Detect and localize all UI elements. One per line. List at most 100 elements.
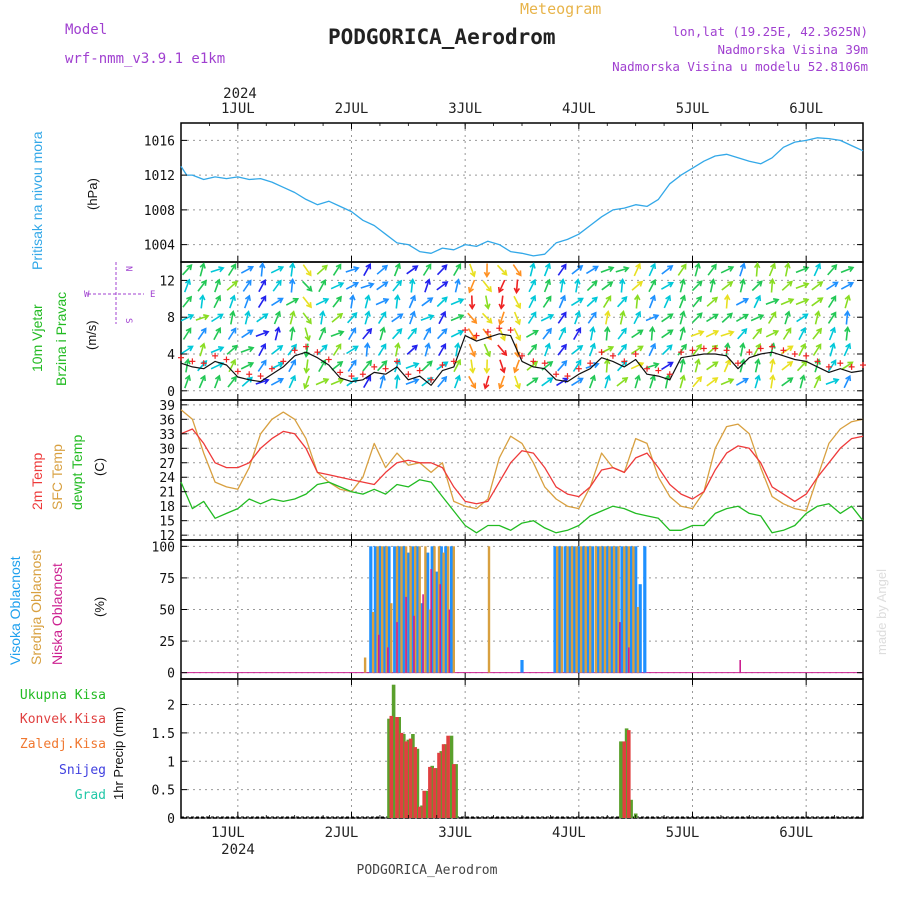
wind-arrow-head	[440, 343, 447, 350]
mid-cloud-bar	[442, 552, 445, 673]
wind-arrow	[631, 329, 643, 339]
wind-arrow-head	[530, 278, 537, 286]
wind-arrow-head	[337, 361, 344, 367]
wind-arrow-head	[575, 327, 582, 334]
mid-cloud-bar	[579, 546, 583, 673]
temp-unit: (C)	[92, 458, 107, 476]
wind-arrow	[255, 379, 269, 385]
y-tick-label: 25	[159, 635, 175, 650]
wind-arrow	[694, 359, 700, 373]
wind-arrow-head	[454, 374, 461, 381]
wind-arrow	[679, 359, 685, 373]
wind-arrow	[288, 375, 296, 389]
wind-arrow-head	[513, 287, 521, 295]
wind-arrow	[438, 311, 446, 325]
wind-arrow	[406, 345, 418, 355]
mid-cloud-bar	[575, 546, 578, 673]
x-tick-label-bottom: 5JUL	[666, 825, 700, 841]
wind-arrow	[364, 311, 370, 325]
wind-arrow-head	[607, 345, 615, 352]
conv-precip-bar	[422, 790, 426, 818]
low-cloud-bar	[430, 569, 432, 673]
mid-cloud-bar	[395, 546, 399, 673]
total-precip-bar	[434, 768, 439, 818]
mid-cloud-bar	[414, 546, 417, 673]
wind-arrow-head	[560, 263, 567, 270]
wind-arrow	[270, 378, 284, 386]
wind-arrow	[273, 311, 281, 325]
wind-arrow	[256, 313, 268, 323]
wind-arrow	[185, 359, 189, 373]
wind-arrow	[214, 279, 220, 293]
wind-arrow-head	[680, 263, 687, 270]
conv-precip-bar	[437, 752, 441, 818]
wind-arrow	[364, 295, 370, 309]
coords-label: lon,lat (19.25E, 42.3625N)	[672, 24, 868, 39]
wind-arrow-head	[769, 358, 776, 365]
wind-arrow	[260, 263, 264, 277]
wind-arrow-head	[454, 342, 461, 349]
wind-arrow-head	[739, 278, 746, 285]
wind-arrow	[827, 264, 837, 276]
wind-arrow-head	[814, 310, 821, 317]
wind-arrow-head	[696, 312, 703, 319]
mid-cloud-bar	[570, 546, 574, 673]
low-cloud-bar	[387, 647, 389, 673]
precip-ylabel: 1hr Precip (mm)	[111, 707, 126, 800]
wind-arrow	[270, 266, 284, 274]
wind-arrow-head	[696, 375, 703, 383]
wind-arrow	[811, 281, 823, 291]
wind-arrow-head	[622, 377, 629, 383]
wind-arrow	[498, 279, 506, 293]
wind-arrow	[257, 360, 267, 372]
wind-arrow	[332, 296, 342, 308]
wind-arrow-head	[739, 342, 746, 349]
wind-arrow-head	[200, 327, 207, 334]
wind-arrow-head	[847, 266, 855, 273]
mid-cloud-bar	[617, 546, 620, 673]
wind-arrow	[467, 312, 477, 324]
wind-arrow	[450, 314, 464, 322]
wind-arrow	[410, 279, 414, 293]
wind-arrow-head	[337, 281, 345, 288]
wind-arrow	[213, 327, 221, 341]
wind-arrow	[409, 311, 415, 325]
wind-arrow-head	[696, 280, 703, 287]
wind-arrow	[602, 295, 612, 309]
wind-arrow	[649, 375, 655, 389]
y-tick-label: 4	[167, 348, 175, 363]
wind-arrow	[513, 295, 521, 309]
total-precip-bar	[397, 717, 401, 818]
cloud-unit: (%)	[92, 597, 107, 617]
wind-arrow-head	[217, 346, 225, 352]
wind-arrow-head	[277, 297, 284, 304]
wind-arrow	[679, 279, 685, 293]
wind-arrow-head	[634, 374, 641, 381]
high-cloud-bar	[382, 546, 387, 673]
pressure-ylabel: Pritisak na nivou mora	[29, 131, 45, 270]
wind-arrow	[210, 362, 224, 370]
wind-arrow-head	[815, 343, 822, 350]
mid-cloud-bar	[632, 546, 635, 673]
wind-arrow	[290, 327, 294, 341]
wind-arrow-head	[637, 329, 644, 336]
x-tick-label-bottom: 4JUL	[552, 825, 586, 841]
wind-arrow	[648, 295, 656, 309]
wind-arrow	[770, 375, 774, 389]
wind-arrow	[616, 377, 628, 387]
wind-arrow-head	[322, 297, 330, 304]
y-tick-label: 0	[167, 667, 175, 682]
y-tick-label: 1008	[144, 204, 175, 219]
wind-arrow	[526, 330, 538, 338]
cloud-ylabel-high: Visoka Oblacnost	[7, 556, 23, 665]
wind-arrow-head	[815, 262, 822, 270]
wind-arrow-head	[698, 330, 705, 337]
wind-arrow-head	[694, 262, 701, 269]
wind-arrow	[408, 295, 416, 309]
wind-arrow	[678, 295, 686, 309]
wind-arrow	[379, 375, 385, 389]
wind-arrow	[514, 375, 520, 389]
mid-cloud-bar	[623, 546, 626, 673]
wind-arrow	[542, 328, 552, 340]
wind-arrow-head	[742, 297, 750, 304]
